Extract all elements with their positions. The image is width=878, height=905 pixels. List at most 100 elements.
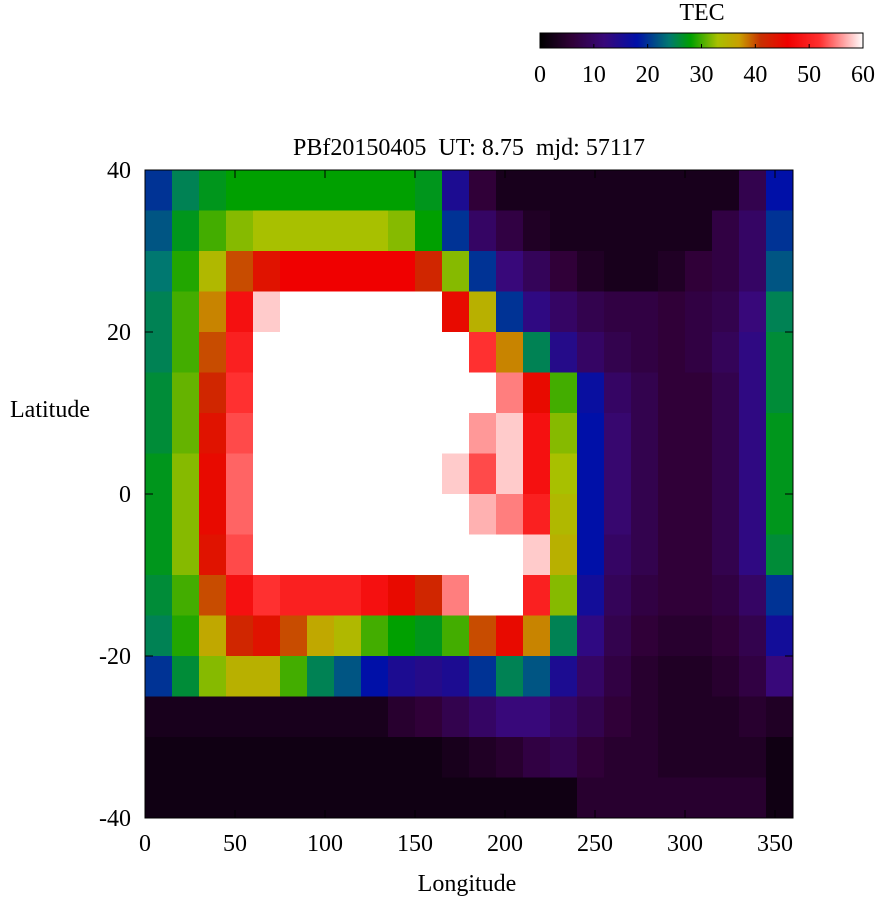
heat-cell [334,656,362,697]
heat-cell [685,372,713,414]
heat-cell [172,453,200,495]
heat-cell [469,737,497,778]
heat-cell [577,413,605,454]
heat-cell [658,170,686,211]
heat-cell [334,696,362,738]
heat-cell [739,251,767,292]
heat-cell [766,737,794,778]
heat-cell [226,372,254,414]
heat-cell [415,210,443,252]
heat-cell [658,453,686,495]
heat-cell [496,696,524,738]
heat-cell [361,251,389,292]
heat-cell [766,656,794,697]
heat-cell [523,291,551,333]
y-tick-label: -40 [99,806,131,832]
heat-cell [496,251,524,292]
heat-cell [307,251,335,292]
x-tick-label: 100 [307,831,343,857]
heat-cell [361,453,389,495]
heat-cell [145,534,173,576]
y-tick-label: 0 [119,482,131,508]
heat-cell [658,696,686,738]
colorbar-tick-label: 40 [743,62,767,88]
heat-cell [685,696,713,738]
heat-cell [604,534,632,576]
heat-cell [604,696,632,738]
heat-cell [496,413,524,454]
heat-cell [766,696,794,738]
heat-cell [334,251,362,292]
heat-cell [388,251,416,292]
heat-cell [199,251,227,292]
heat-cell [307,534,335,576]
heat-cell [577,372,605,414]
heat-cell [523,251,551,292]
heat-cell [442,210,470,252]
heat-cell [685,251,713,292]
heat-cell [334,615,362,657]
heat-cell [334,291,362,333]
heat-cell [361,696,389,738]
heat-cell [631,291,659,333]
heat-cell [145,332,173,373]
heat-cell [280,210,308,252]
heat-cell [280,534,308,576]
heat-cell [550,453,578,495]
heat-cell [550,777,578,819]
heat-cell [145,777,173,819]
heat-cell [712,777,740,819]
heat-cell [631,656,659,697]
heat-cell [469,575,497,616]
heat-cell [604,210,632,252]
colorbar-tick-label: 60 [851,62,875,88]
heat-cell [550,534,578,576]
heat-cell [226,210,254,252]
x-tick-label: 200 [487,831,523,857]
heat-cell [280,170,308,211]
heat-cell [712,656,740,697]
heat-cell [145,291,173,333]
heat-cell [361,494,389,535]
heat-cell [145,453,173,495]
heat-cell [226,332,254,373]
heat-cell [226,534,254,576]
heat-cell [631,534,659,576]
heat-cell [523,494,551,535]
heat-cell [334,777,362,819]
heat-cell [766,251,794,292]
heat-cell [631,372,659,414]
heat-cell [145,615,173,657]
heat-cell [388,777,416,819]
heat-cell [766,210,794,252]
heat-cell [631,210,659,252]
heat-cell [604,413,632,454]
heat-cell [253,494,281,535]
heat-cell [145,251,173,292]
heat-cell [415,575,443,616]
heat-cell [631,494,659,535]
heat-cell [334,534,362,576]
heat-cell [766,575,794,616]
heat-cell [496,210,524,252]
heat-cell [415,615,443,657]
heat-cell [550,332,578,373]
heat-cell [415,332,443,373]
heat-cell [712,251,740,292]
heat-cell [199,332,227,373]
heat-cell [253,170,281,211]
heat-cell [334,413,362,454]
heat-cell [361,534,389,576]
heat-cell [361,737,389,778]
heat-cell [199,372,227,414]
heat-cell [766,332,794,373]
heat-cell [307,210,335,252]
heat-cell [739,494,767,535]
heat-cell [550,170,578,211]
heat-cell [712,332,740,373]
heat-cell [712,615,740,657]
heat-cell [415,696,443,738]
heat-cell [523,413,551,454]
heat-cell [361,656,389,697]
heat-cell [577,494,605,535]
